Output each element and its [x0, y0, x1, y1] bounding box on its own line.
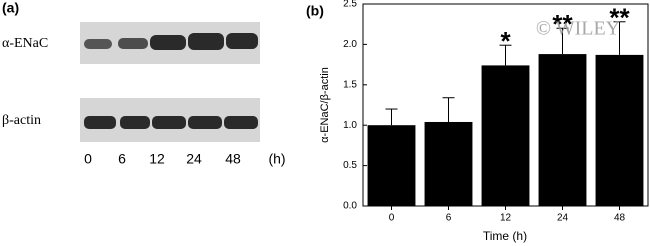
row-label: β-actin — [2, 113, 41, 128]
lane-label: 48 — [225, 151, 241, 167]
panel-label: (a) — [2, 0, 19, 16]
error-bar — [556, 27, 569, 55]
x-tick-label: 24 — [557, 213, 569, 224]
x-tick-label: 0 — [389, 213, 395, 224]
row-label: α-ENaC — [2, 36, 48, 51]
y-tick-label: 1.5 — [343, 79, 357, 90]
bar — [424, 121, 473, 206]
error-bar — [442, 97, 455, 122]
x-tick-label: 6 — [446, 213, 452, 224]
x-axis-label: Time (h) — [483, 229, 527, 243]
error-bar — [385, 108, 398, 126]
x-tick-label: 12 — [500, 213, 512, 224]
y-tick-label: 0.0 — [343, 201, 357, 212]
watermark: © WILEY — [536, 18, 620, 40]
panel-label: (b) — [306, 3, 324, 19]
bar — [481, 65, 530, 207]
lane-label: 24 — [186, 151, 202, 167]
bar — [595, 54, 644, 207]
y-tick-label: 2.5 — [343, 0, 357, 10]
lane-label: 0 — [84, 151, 92, 167]
y-tick-label: 0.5 — [343, 160, 357, 171]
unit-label: (h) — [268, 151, 285, 167]
lane-label: 12 — [149, 151, 165, 167]
significance-marker: * — [500, 26, 511, 56]
x-tick-label: 48 — [614, 213, 626, 224]
significance-marker: ** — [609, 3, 630, 33]
bar — [367, 125, 416, 206]
significance-marker: ** — [552, 9, 573, 39]
bands — [84, 33, 258, 129]
y-tick-label: 2.0 — [343, 39, 357, 50]
lane-label: 6 — [118, 151, 126, 167]
error-bar — [613, 21, 626, 55]
error-bar — [499, 44, 512, 66]
y-tick-label: 1.0 — [343, 120, 357, 131]
bar — [538, 54, 587, 206]
y-axis-label: α-ENaC/β-actin — [319, 67, 331, 143]
